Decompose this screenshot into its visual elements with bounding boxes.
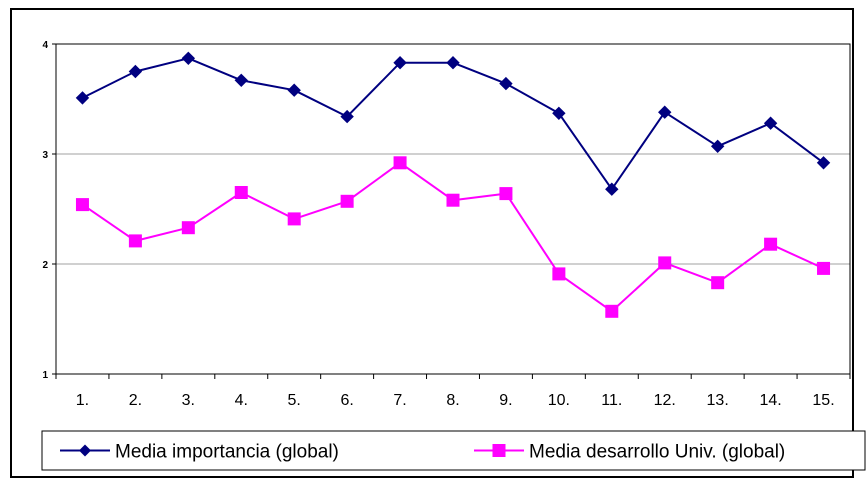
series-layer [75, 51, 831, 318]
x-tick-label: 1. [76, 392, 89, 409]
y-tick-label: 2 [42, 260, 48, 271]
data-point-square [764, 237, 778, 251]
chart-frame [10, 8, 854, 478]
x-tick-label: 2. [129, 392, 142, 409]
x-tick-label: 10. [548, 392, 570, 409]
legend-marker-diamond [79, 444, 91, 457]
legend-label: Media importancia (global) [115, 442, 339, 463]
legend-label: Media desarrollo Univ. (global) [529, 442, 785, 463]
data-point-square [128, 234, 142, 248]
series-1 [75, 51, 831, 196]
axes: 1 2 3 4 1. 2. 3. 4. 5. 6. 7. 8. 9. 10. 11. 12. 13. 14. 15. [42, 40, 851, 409]
legend: Media importancia (global) Media desarrol… [41, 430, 866, 471]
data-point-diamond [181, 51, 196, 66]
x-tick-label: 7. [393, 392, 406, 409]
x-tick-label: 4. [235, 392, 248, 409]
legend-box [41, 430, 866, 471]
data-point-square [605, 304, 619, 318]
plot-area-border [55, 43, 851, 375]
data-point-square [446, 193, 460, 207]
data-point-diamond [340, 109, 354, 124]
x-tick-label: 12. [654, 392, 676, 409]
data-point-diamond [75, 91, 90, 105]
legend-entry-1: Media importancia (global) [60, 442, 339, 463]
data-point-diamond [446, 55, 460, 70]
data-point-diamond [499, 76, 513, 91]
data-point-square [552, 267, 566, 281]
data-point-diamond [287, 83, 301, 97]
data-point-square [393, 156, 407, 170]
data-point-diamond [763, 116, 778, 130]
data-point-square [75, 198, 89, 212]
x-tick-label: 3. [182, 392, 195, 409]
y-tick-label: 1 [42, 370, 48, 381]
data-point-square [817, 261, 831, 275]
data-point-diamond [605, 182, 619, 196]
data-point-square [711, 276, 725, 290]
data-point-diamond [552, 106, 566, 121]
data-point-diamond [393, 55, 407, 70]
x-tick-label: 9. [499, 392, 512, 409]
y-tick-label: 3 [42, 150, 48, 161]
x-tick-label: 15. [812, 392, 834, 409]
x-tick-label: 6. [340, 392, 353, 409]
data-point-square [287, 212, 301, 226]
data-point-square [658, 256, 672, 270]
legend-entry-2: Media desarrollo Univ. (global) [474, 442, 785, 463]
data-point-square [340, 194, 354, 208]
x-tick-label: 11. [601, 392, 622, 409]
series-2 [75, 156, 831, 318]
x-tick-label: 14. [759, 392, 781, 409]
data-point-diamond [816, 156, 831, 170]
data-point-diamond [658, 105, 672, 119]
x-tick-label: 13. [707, 392, 729, 409]
data-point-square [499, 187, 513, 201]
data-point-square [234, 186, 248, 199]
series-line [82, 57, 825, 191]
data-point-diamond [128, 64, 143, 79]
y-tick-label: 4 [42, 40, 48, 51]
data-point-diamond [234, 73, 248, 88]
x-tick-label: 8. [446, 392, 459, 409]
legend-marker-square [492, 444, 506, 457]
data-point-square [181, 221, 195, 235]
x-tick-label: 5. [288, 392, 301, 409]
data-point-diamond [710, 139, 725, 154]
